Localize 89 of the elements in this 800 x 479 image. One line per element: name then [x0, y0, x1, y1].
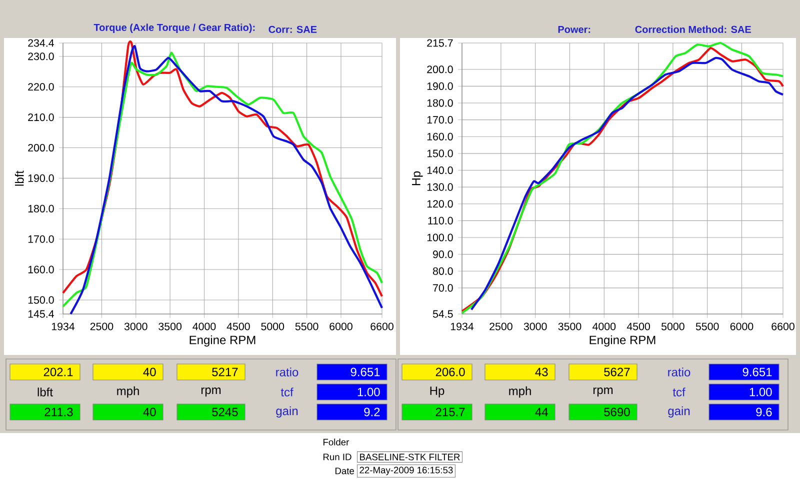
text: gain [668, 406, 690, 418]
y-tick-label: 70.0 [433, 284, 453, 292]
text: 211.3 [44, 408, 73, 416]
x-tick-label: 3500 [558, 322, 582, 330]
y-tick-label: 210.0 [28, 114, 54, 122]
chart-subtitle: Corr: SAE [268, 26, 317, 33]
y-tick-label: 54.5 [432, 310, 453, 318]
chart-title: Torque (Axle Torque / Gear Ratio): [94, 24, 255, 33]
y-tick-label: 90.0 [433, 250, 453, 258]
x-tick-label: 6000 [730, 322, 754, 330]
x-tick-label: 3000 [524, 322, 547, 330]
x-tick-label: 2500 [90, 322, 114, 330]
y-tick-label: 150.0 [28, 296, 54, 304]
x-tick-label: 4500 [226, 322, 250, 330]
x-tick-label: 5000 [661, 322, 684, 330]
y-axis-title: lbft [14, 170, 24, 186]
text: 40 [143, 368, 156, 376]
text: Date [335, 468, 354, 474]
chart-title: Power: [558, 26, 590, 33]
text: Hp [430, 386, 444, 398]
x-tick-label: 1934 [52, 322, 75, 330]
text: rpm [593, 388, 613, 396]
y-tick-label: 170.0 [427, 116, 453, 124]
text: ratio [668, 368, 690, 376]
y-tick-label: 215.7 [427, 39, 453, 47]
x-tick-label: 5000 [261, 322, 284, 330]
y-axis-title: Hp [412, 171, 423, 186]
x-tick-label: 2500 [490, 322, 512, 330]
x-tick-label: 5500 [696, 322, 719, 330]
text: 5245 [212, 408, 238, 416]
text: 1.00 [358, 388, 380, 396]
text: BASELINE-STK FILTER [360, 454, 460, 460]
text: tcf [672, 388, 686, 396]
y-tick-label: 150.0 [427, 150, 453, 158]
text: 5690 [604, 408, 630, 416]
text: Folder [323, 438, 350, 446]
text: 40 [143, 408, 156, 416]
chart-subtitle: Correction Method: SAE [635, 26, 751, 33]
x-tick-label: 3000 [124, 322, 148, 330]
text: 1.00 [750, 388, 772, 396]
y-tick-label: 130.0 [427, 183, 453, 191]
y-tick-label: 180.0 [427, 99, 453, 107]
text: 9.651 [742, 368, 772, 376]
text: ratio [276, 368, 298, 376]
text: tcf [280, 388, 294, 396]
text: gain [276, 406, 298, 418]
text: 206.0 [436, 368, 465, 376]
text: lbft [38, 388, 53, 396]
text: 9.2 [364, 408, 380, 416]
y-tick-label: 160.0 [28, 266, 54, 274]
x-tick-label: 4000 [592, 322, 616, 330]
text: 202.1 [44, 368, 73, 376]
x-tick-label: 6000 [330, 322, 352, 330]
y-tick-label: 170.0 [28, 235, 54, 243]
y-tick-label: 120.0 [427, 200, 453, 208]
text: 9.6 [756, 408, 772, 416]
text: 44 [535, 408, 548, 416]
x-tick-label: 1934 [450, 322, 474, 330]
y-tick-label: 110.0 [428, 216, 453, 224]
text: 9.651 [350, 368, 380, 376]
y-tick-label: 200.0 [427, 66, 453, 74]
y-tick-label: 145.4 [28, 310, 54, 318]
y-tick-label: 200.0 [28, 144, 54, 152]
text: Run ID [323, 454, 352, 460]
y-tick-label: 220.0 [28, 83, 54, 91]
x-tick-label: 3500 [158, 322, 182, 330]
y-tick-label: 230.0 [28, 52, 54, 60]
text: rpm [201, 388, 221, 396]
x-tick-label: 6600 [772, 322, 794, 330]
text: 5217 [212, 368, 238, 376]
y-tick-label: 160.0 [427, 132, 453, 140]
y-tick-label: 100.0 [427, 234, 453, 242]
text: mph [117, 386, 139, 398]
x-tick-label: 4000 [192, 322, 216, 330]
text: 22-May-2009 16:15:53 [360, 466, 453, 476]
x-tick-label: 5500 [295, 322, 318, 330]
text: 43 [535, 368, 548, 376]
y-tick-label: 180.0 [28, 204, 54, 212]
x-axis-title: Engine RPM [590, 335, 656, 347]
y-tick-label: 190.0 [427, 82, 453, 90]
y-tick-label: 80.0 [432, 267, 453, 275]
x-tick-label: 4500 [626, 322, 650, 330]
y-tick-label: 140.0 [427, 166, 453, 174]
text: mph [509, 386, 531, 398]
x-axis-title: Engine RPM [190, 335, 256, 347]
y-tick-label: 190.0 [28, 174, 54, 182]
y-tick-label: 234.4 [28, 39, 54, 47]
text: 5627 [604, 368, 630, 376]
x-tick-label: 6600 [370, 322, 394, 330]
